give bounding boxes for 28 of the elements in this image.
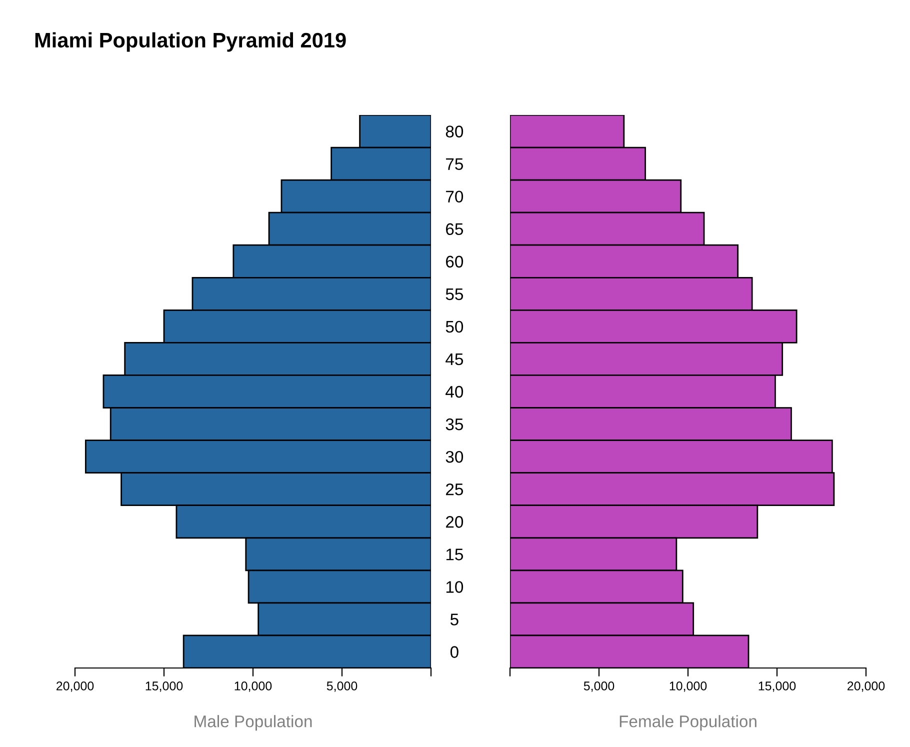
x-tick-label: 15,000 [146, 682, 183, 692]
x-tick-label: 15,000 [758, 682, 796, 692]
chart-title: Miami Population Pyramid 2019 [35, 32, 346, 52]
x-tick-label: 5,000 [584, 682, 614, 692]
x-axis-title: Male Population [194, 715, 312, 731]
y-tick-label: 0 [450, 646, 458, 658]
y-tick-label: 15 [446, 548, 464, 560]
y-tick-label: 35 [446, 418, 464, 430]
y-tick-label: 5 [450, 614, 458, 626]
x-axis-title: Female Population [620, 715, 756, 731]
x-tick-label: 20,000 [56, 682, 94, 692]
y-tick-label: 75 [446, 158, 464, 170]
y-tick-label: 60 [446, 256, 464, 268]
x-tick-label: 20,000 [848, 682, 885, 692]
y-tick-label: 50 [446, 320, 464, 333]
y-tick-label: 20 [446, 516, 464, 528]
y-tick-label: 65 [446, 223, 464, 236]
y-tick-label: 55 [446, 288, 464, 300]
y-tick-label: 10 [446, 581, 464, 593]
y-tick-label: 80 [446, 126, 464, 138]
y-tick-label: 40 [446, 386, 464, 398]
y-tick-label: 30 [446, 450, 464, 463]
x-tick-label: 5,000 [326, 682, 358, 692]
y-tick-label: 25 [446, 483, 464, 496]
x-tick-label: 10,000 [234, 682, 272, 692]
y-tick-label: 45 [446, 354, 464, 366]
x-tick-label: 10,000 [670, 682, 707, 692]
y-tick-label: 70 [446, 190, 464, 203]
